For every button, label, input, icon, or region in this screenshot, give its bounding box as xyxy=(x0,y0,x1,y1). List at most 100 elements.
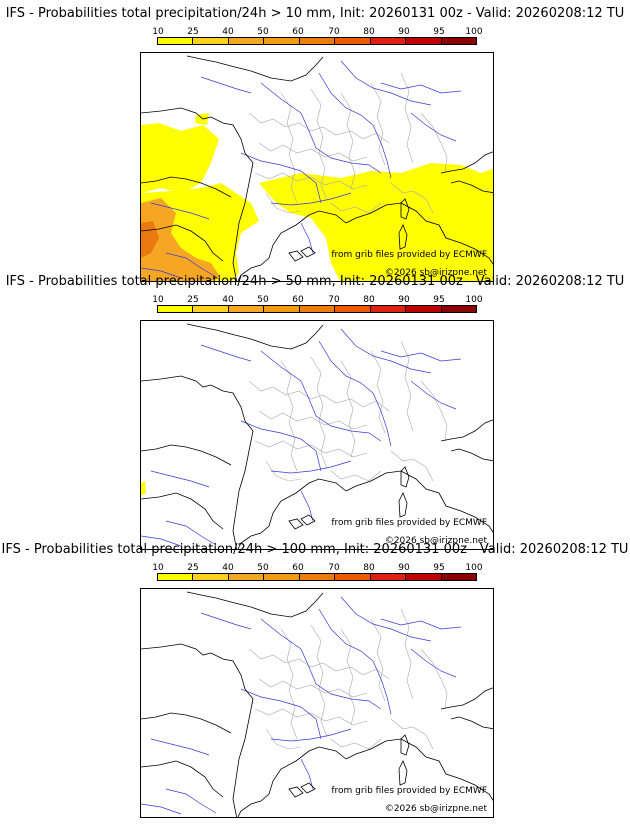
coastline xyxy=(141,107,254,281)
colorbar-swatch xyxy=(228,38,265,44)
river-line xyxy=(300,758,314,790)
colorbar-tick: 90 xyxy=(398,563,410,573)
colorbar-swatch xyxy=(228,574,265,580)
river-line xyxy=(380,350,462,362)
colorbar-tick: 100 xyxy=(465,563,483,573)
river-line xyxy=(318,608,392,715)
coastline xyxy=(237,478,347,549)
coastline xyxy=(450,716,493,730)
admin-border-line xyxy=(310,356,328,470)
colorbar-swatch xyxy=(193,306,229,312)
river-line xyxy=(300,490,314,522)
colorbar-tick: 10 xyxy=(152,563,164,573)
colorbar-swatch xyxy=(406,574,442,580)
river-line xyxy=(300,222,314,254)
colorbar-tick: 70 xyxy=(328,295,340,305)
panel-title: IFS - Probabilities total precipitation/… xyxy=(1,542,629,557)
colorbar-tick: 60 xyxy=(292,27,304,37)
credit-source: from grib files provided by ECMWF xyxy=(331,518,487,528)
admin-border-line xyxy=(258,142,368,162)
admin-border-line xyxy=(310,624,328,738)
colorbar-tick: 100 xyxy=(465,295,483,305)
colorbar-tick: 95 xyxy=(433,27,445,37)
admin-border-line xyxy=(330,470,382,482)
colorbar-swatch xyxy=(158,38,194,44)
colorbar-swatch xyxy=(335,38,371,44)
map-svg xyxy=(141,55,493,281)
admin-border-line xyxy=(258,678,368,698)
colorbar-tick: 60 xyxy=(292,295,304,305)
map-panel-10mm: IFS - Probabilities total precipitation/… xyxy=(0,6,630,282)
colorbar-swatch xyxy=(193,38,229,44)
precip-area-mediterranean xyxy=(259,163,493,281)
admin-border-line xyxy=(370,350,386,434)
coastline xyxy=(186,591,324,618)
admin-border-line xyxy=(254,440,368,458)
coastline xyxy=(345,738,493,801)
coastline xyxy=(288,250,304,262)
map-svg xyxy=(141,591,493,817)
coastline xyxy=(186,55,324,82)
coastline xyxy=(440,419,493,442)
river-line xyxy=(141,535,182,547)
coastline xyxy=(345,470,493,533)
precip-fill-layer xyxy=(141,481,146,496)
coastline xyxy=(141,176,232,198)
colorbar-tick: 10 xyxy=(152,295,164,305)
admin-border-line xyxy=(258,410,368,430)
coastline xyxy=(141,375,254,549)
admin-border-line xyxy=(390,182,434,214)
coastline xyxy=(398,224,408,250)
coastline xyxy=(398,760,408,786)
river-line xyxy=(141,267,182,279)
credit-copyright: ©2026 sb@irizpne.net xyxy=(384,268,487,278)
colorbar-swatch xyxy=(193,574,229,580)
credit-copyright: ©2026 sb@irizpne.net xyxy=(384,804,487,814)
admin-border-line xyxy=(370,618,386,702)
coastline xyxy=(300,782,316,794)
colorbar-swatch xyxy=(299,306,336,312)
colorbar-tick: 40 xyxy=(222,295,234,305)
coastline xyxy=(288,518,304,530)
admin-border-line xyxy=(330,202,382,214)
admin-border-line xyxy=(420,380,448,442)
colorbar-swatches xyxy=(157,37,477,45)
river-line xyxy=(200,344,252,362)
admin-border-line xyxy=(370,82,386,166)
colorbar: 10 25 40 50 60 70 80 90 95 100 xyxy=(152,295,483,313)
river-line xyxy=(150,470,210,488)
coastline xyxy=(450,180,493,194)
colorbar-tick: 25 xyxy=(187,295,199,305)
colorbar-swatch xyxy=(406,306,442,312)
coastline xyxy=(141,760,224,798)
map-base-layer xyxy=(141,323,493,549)
river-line xyxy=(200,612,252,630)
colorbar-swatch xyxy=(299,38,336,44)
colorbar-swatch xyxy=(370,574,407,580)
coastline xyxy=(300,246,316,258)
admin-border-line xyxy=(248,648,390,680)
colorbar-swatch xyxy=(264,38,300,44)
colorbar-swatches xyxy=(157,573,477,581)
colorbar-tick: 100 xyxy=(465,27,483,37)
colorbar-swatch xyxy=(264,574,300,580)
precip-area-small xyxy=(141,481,146,496)
river-line xyxy=(240,152,322,204)
colorbar-tick: 50 xyxy=(257,27,269,37)
colorbar-swatch xyxy=(335,574,371,580)
coastline xyxy=(345,202,493,265)
river-line xyxy=(410,648,457,678)
precip-area-iberia-orange xyxy=(141,198,221,281)
admin-border-line xyxy=(265,192,302,214)
map-panel-50mm: IFS - Probabilities total precipitation/… xyxy=(0,274,630,550)
colorbar: 10 25 40 50 60 70 80 90 95 100 xyxy=(152,563,483,581)
admin-border-line xyxy=(254,172,368,190)
map-frame: from grib files provided by ECMWF ©2026 … xyxy=(140,52,494,282)
river-line xyxy=(318,72,392,179)
admin-border-line xyxy=(390,718,434,750)
admin-border-line xyxy=(400,72,414,164)
river-line xyxy=(340,596,432,642)
coastline xyxy=(186,323,324,350)
colorbar-swatch xyxy=(158,306,194,312)
map-svg xyxy=(141,323,493,549)
